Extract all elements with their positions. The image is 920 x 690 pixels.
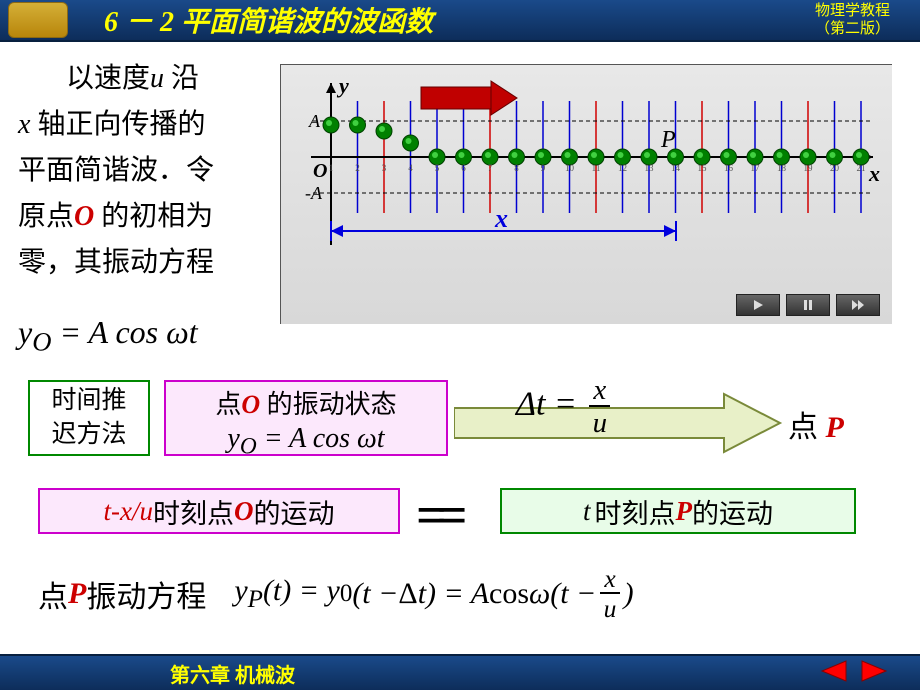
b4-P: P	[676, 496, 693, 527]
y-arrowhead	[326, 83, 336, 93]
nav-arrows	[818, 658, 890, 684]
equals-sign: ==	[416, 484, 458, 546]
svg-text:14: 14	[671, 163, 681, 173]
svg-text:15: 15	[698, 163, 708, 173]
chapter-label: 第六章 机械波	[170, 659, 295, 688]
intro-t1: 以速度	[66, 63, 150, 94]
O-label: O	[313, 160, 327, 182]
logo	[8, 2, 68, 38]
svg-text:5: 5	[435, 163, 440, 173]
pp-p: P	[826, 411, 844, 444]
b3-a: t-x/u	[104, 496, 153, 527]
intro-t4: 平面简谐波．令	[18, 155, 214, 186]
svg-text:17: 17	[751, 163, 761, 173]
intro-O: O	[74, 201, 94, 232]
x-label: x	[868, 161, 880, 186]
x-span-label: x	[494, 204, 508, 233]
intro-t3: 轴正向传播的	[37, 109, 205, 140]
dt-num: x	[589, 376, 610, 407]
svg-text:9: 9	[541, 163, 546, 173]
svg-text:20: 20	[830, 163, 840, 173]
box1-l2: 迟方法	[51, 421, 126, 448]
svg-text:16: 16	[724, 163, 734, 173]
fe-num: x	[600, 566, 619, 594]
intro-x: x	[18, 109, 30, 140]
delta-t-equation: Δt = xu	[516, 376, 614, 438]
fe-eq: yP(t) = y	[234, 574, 339, 614]
svg-text:6: 6	[461, 163, 466, 173]
play-button[interactable]	[736, 294, 780, 316]
media-controls	[736, 294, 880, 316]
skip-button[interactable]	[836, 294, 880, 316]
slide-title: 6 － 2 平面简谐波的波函数	[104, 0, 433, 40]
intro-t6: 的初相为	[101, 201, 213, 232]
mA-label: -A	[305, 183, 323, 203]
next-arrow[interactable]	[860, 658, 890, 684]
intro-u: u	[150, 63, 164, 94]
subtitle-line1: 物理学教程	[815, 2, 890, 20]
textbook-subtitle: 物理学教程 （第二版）	[815, 2, 890, 38]
A-label: A	[308, 111, 321, 131]
footer-bar: 第六章 机械波	[0, 654, 920, 690]
time-delay-method-box: 时间推迟方法	[28, 380, 150, 456]
pause-button[interactable]	[786, 294, 830, 316]
intro-t7: 零，其振动方程	[18, 247, 214, 278]
subtitle-line2: （第二版）	[815, 20, 890, 38]
box1-l1: 时间推	[51, 387, 126, 414]
header-bar: 6 － 2 平面简谐波的波函数 物理学教程 （第二版）	[0, 0, 920, 42]
svg-text:19: 19	[804, 163, 814, 173]
wave-svg: y x A -A O P x 1234567891011121314151617…	[291, 73, 883, 273]
svg-text:1: 1	[329, 163, 334, 173]
prop-arrow-head	[491, 81, 517, 115]
prop-arrow-body	[421, 87, 493, 109]
b4-b: 时刻点	[595, 492, 676, 531]
fe-a: 点	[38, 572, 68, 616]
P-motion-box: t时刻点 P 的运动	[500, 488, 856, 534]
final-equation: 点P 振动方程 yP(t) = y0(t − Δt) = A cos ω(t −…	[38, 566, 634, 621]
b2-eq: yO = A cos ωt	[166, 423, 446, 461]
prev-arrow[interactable]	[818, 658, 848, 684]
b4-a: t	[583, 496, 591, 527]
dt-den: u	[593, 407, 607, 438]
svg-text:21: 21	[857, 163, 866, 173]
intro-t2: 沿	[171, 63, 199, 94]
y-label: y	[336, 73, 349, 98]
b2-a: 点	[215, 390, 241, 419]
svg-text:3: 3	[382, 163, 387, 173]
b2-b: 的振动状态	[267, 390, 397, 419]
b4-c: 的运动	[692, 492, 773, 531]
svg-text:13: 13	[645, 163, 655, 173]
content-area: 以速度u 沿 x 轴正向传播的 平面简谐波．令 原点O 的初相为 零，其振动方程…	[0, 42, 920, 654]
svg-text:2: 2	[355, 163, 360, 173]
intro-t5: 原点	[18, 201, 74, 232]
b2-O: O	[241, 390, 260, 419]
svg-text:8: 8	[514, 163, 519, 173]
svg-text:10: 10	[565, 163, 575, 173]
wave-diagram: y x A -A O P x 1234567891011121314151617…	[280, 64, 892, 324]
intro-paragraph: 以速度u 沿 x 轴正向传播的 平面简谐波．令 原点O 的初相为 零，其振动方程	[18, 56, 268, 286]
equation-yO: yO = A cos ωt	[18, 314, 198, 357]
svg-text:11: 11	[592, 163, 601, 173]
fe-den: u	[604, 594, 617, 622]
point-P-label: 点 P	[788, 402, 844, 446]
fe-P: P	[68, 577, 86, 611]
O-motion-box: t-x/u时刻点O 的运动	[38, 488, 400, 534]
propagation-arrow	[454, 388, 786, 458]
pp-a: 点	[788, 411, 826, 444]
svg-text:4: 4	[408, 163, 413, 173]
svg-text:12: 12	[618, 163, 627, 173]
b3-c: 的运动	[253, 492, 334, 531]
b3-O: O	[234, 496, 254, 527]
point-O-state-box: 点O 的振动状态 yO = A cos ωt	[164, 380, 448, 456]
svg-text:7: 7	[488, 163, 493, 173]
b3-b: 时刻点	[153, 492, 234, 531]
fe-b: 振动方程	[86, 572, 206, 616]
svg-text:18: 18	[777, 163, 787, 173]
